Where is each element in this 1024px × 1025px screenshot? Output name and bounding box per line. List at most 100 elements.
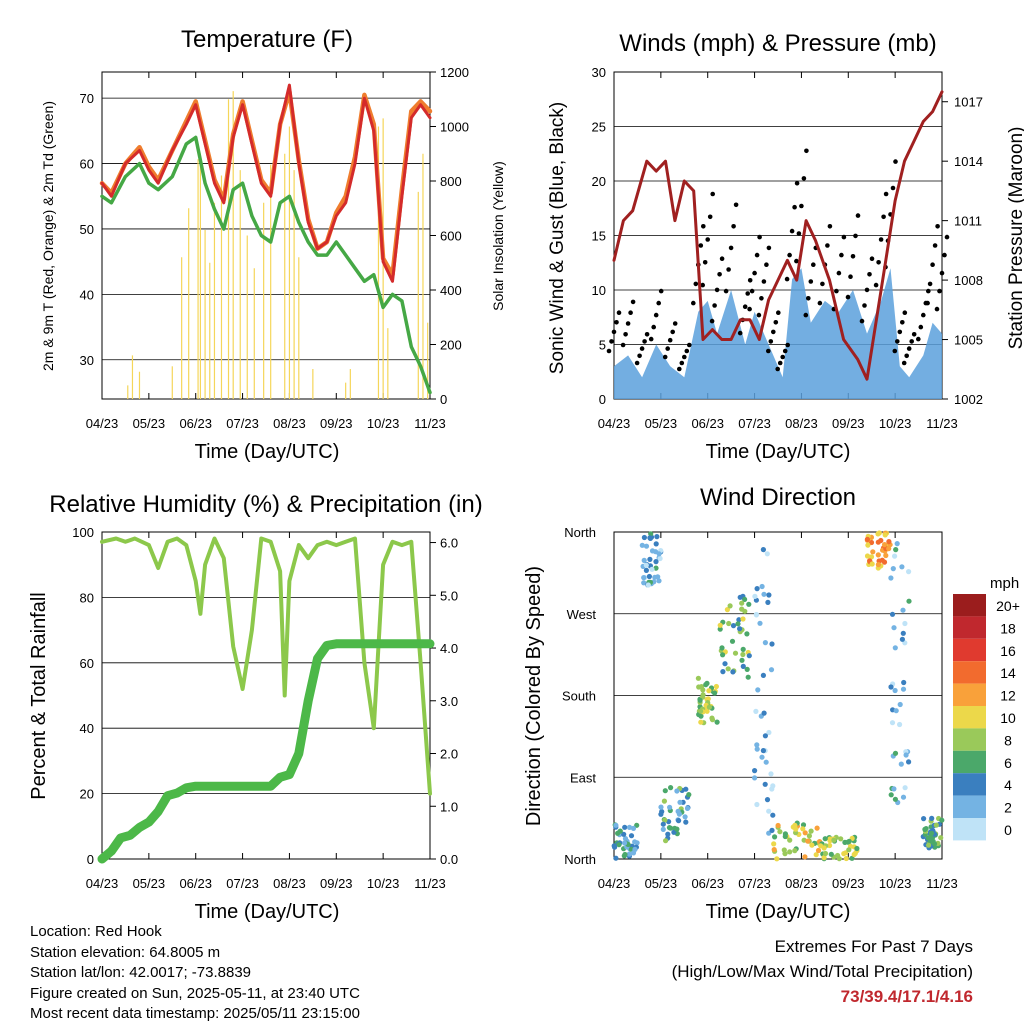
dir-point: [613, 855, 619, 861]
wind-xtick-label: 09/23: [832, 416, 865, 431]
dir-point: [841, 851, 847, 857]
gust-point: [625, 321, 631, 326]
legend-label: 0: [1004, 822, 1012, 838]
gust-point: [759, 296, 764, 301]
dir-point: [922, 826, 928, 833]
dir-point: [613, 822, 619, 828]
rh-xtick-label: 09/23: [320, 876, 353, 891]
gust-point: [733, 202, 739, 208]
dir-point: [805, 838, 811, 844]
dir-xtick-label: 10/23: [879, 876, 912, 891]
rh-xtick-label: 05/23: [133, 876, 166, 891]
dir-point: [831, 837, 837, 843]
extremes-values: 73/39.4/17.1/4.16: [840, 987, 973, 1006]
dir-point: [759, 583, 765, 590]
dir-point: [921, 816, 927, 822]
legend-label: 8: [1004, 732, 1012, 748]
temp-title: Temperature (F): [181, 26, 353, 53]
gust-point: [687, 342, 692, 348]
dir-point: [902, 785, 908, 791]
gust-point: [806, 296, 811, 301]
dir-point: [906, 759, 912, 765]
dir-point: [770, 812, 776, 818]
temp-xtick-label: 06/23: [179, 416, 212, 431]
dir-point: [759, 754, 765, 760]
dir-point: [846, 838, 852, 844]
gust-point: [648, 336, 654, 342]
dir-point: [802, 830, 808, 836]
temp-xtick-label: 05/23: [133, 416, 166, 431]
gust-point: [712, 303, 717, 308]
gust-point: [693, 281, 699, 287]
dir-ytick-label: West: [567, 607, 597, 622]
legend-swatch: [953, 795, 986, 818]
dir-point: [760, 748, 767, 754]
gust-point: [934, 306, 940, 312]
dir-point: [712, 690, 718, 696]
dir-point: [737, 626, 743, 632]
dir-point: [800, 822, 807, 828]
dir-point: [709, 717, 716, 723]
dir-point: [787, 837, 793, 843]
dir-point: [643, 567, 650, 574]
dir-point: [752, 768, 758, 774]
legend-swatch: [953, 661, 986, 684]
dir-point: [888, 684, 894, 690]
dir-point: [677, 799, 683, 805]
wind-y2tick-label: 1017: [954, 95, 983, 110]
dir-point: [868, 554, 875, 560]
dir-point: [828, 851, 834, 857]
legend-swatch: [953, 773, 986, 796]
dir-point: [903, 752, 909, 758]
gust-point: [653, 312, 659, 318]
gust-point: [836, 270, 842, 276]
dir-point: [683, 819, 689, 825]
gust-point: [776, 310, 781, 316]
dir-point: [782, 851, 788, 857]
dir-point: [808, 828, 814, 834]
gust-point: [745, 291, 750, 296]
legend-label: 6: [1004, 755, 1012, 771]
gust-point: [902, 310, 908, 316]
temp-xtick-label: 10/23: [367, 416, 400, 431]
dir-point: [722, 661, 728, 667]
dir-point: [724, 607, 731, 613]
gust-point: [834, 288, 839, 294]
dir-point: [719, 645, 725, 651]
wind-y2tick-label: 1005: [954, 333, 983, 348]
dir-point: [775, 822, 781, 829]
dir-point: [645, 582, 651, 588]
dir-point: [882, 542, 888, 548]
dir-point: [717, 622, 723, 628]
dir-point: [893, 708, 899, 714]
wind-ylabel-right: Station Pressure (Maroon): [1006, 127, 1024, 350]
gust-point: [808, 279, 814, 284]
dir-point: [893, 547, 899, 553]
dir-point: [822, 850, 829, 857]
dir-point: [762, 733, 769, 739]
dir-point: [763, 759, 769, 765]
gust-point: [862, 303, 867, 308]
gust-point: [909, 339, 914, 344]
dir-point: [653, 559, 659, 565]
dir-point: [674, 826, 680, 832]
dir-point: [676, 818, 682, 824]
gust-point: [911, 332, 917, 337]
dir-point: [621, 831, 627, 837]
dir-point: [892, 553, 898, 559]
gust-point: [784, 276, 790, 282]
gust-point: [942, 252, 947, 258]
dir-point: [754, 746, 760, 752]
dir-point: [742, 608, 748, 614]
dir-point: [864, 553, 871, 559]
dir-point: [641, 534, 648, 541]
gust-point: [691, 300, 696, 306]
dir-point: [658, 804, 664, 810]
dir-point: [770, 783, 776, 789]
dir-point: [888, 792, 894, 798]
dir-point: [639, 542, 645, 548]
dir-point: [881, 559, 888, 565]
gust-point: [804, 148, 809, 154]
dir-point: [706, 704, 713, 710]
wind-y2tick-label: 1008: [954, 273, 983, 288]
